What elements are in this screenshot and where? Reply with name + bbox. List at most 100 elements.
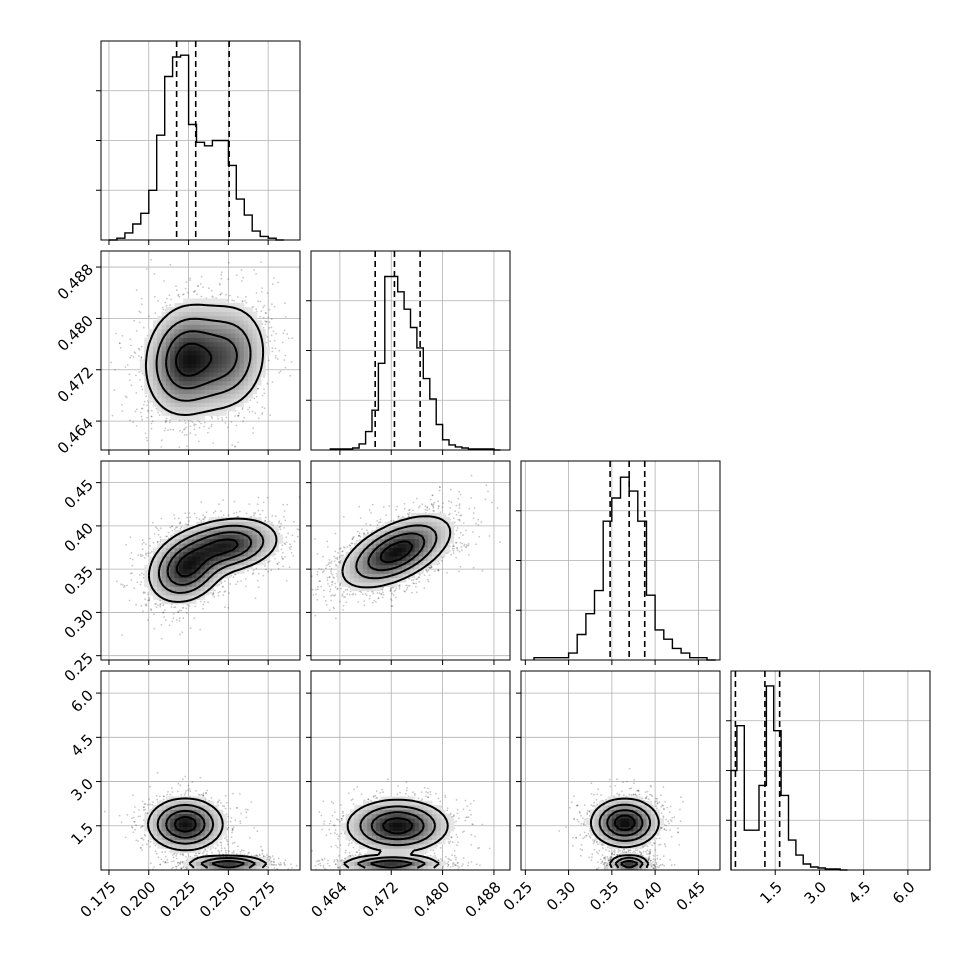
density-cell xyxy=(235,328,240,334)
scatter-point xyxy=(165,419,167,422)
scatter-point xyxy=(129,379,131,382)
density-cell xyxy=(187,363,193,369)
density-cell xyxy=(204,324,210,330)
scatter-point xyxy=(184,422,187,424)
scatter-point xyxy=(213,229,215,231)
scatter-point xyxy=(181,431,184,433)
scatter-point xyxy=(210,592,212,594)
scatter-point xyxy=(160,439,163,442)
scatter-point xyxy=(185,426,188,429)
scatter-point xyxy=(193,291,195,293)
density-cell xyxy=(217,324,223,330)
density-cell xyxy=(174,402,180,408)
density-cell xyxy=(170,385,175,390)
scatter-point xyxy=(282,515,285,518)
scatter-point xyxy=(271,381,274,383)
scatter-point xyxy=(285,580,288,582)
density-cell xyxy=(243,367,249,373)
density-cell xyxy=(230,380,236,386)
scatter-point xyxy=(140,345,143,348)
scatter-point xyxy=(249,399,252,401)
density-cell xyxy=(222,363,227,369)
scatter-point xyxy=(183,428,185,431)
density-cell xyxy=(178,341,184,347)
scatter-point xyxy=(202,603,205,606)
scatter-point xyxy=(291,534,294,537)
scatter-point xyxy=(261,394,264,397)
scatter-point xyxy=(200,422,202,425)
scatter-point xyxy=(179,633,182,636)
density-cell xyxy=(174,333,180,338)
density-cell xyxy=(161,411,167,416)
density-cell xyxy=(235,341,240,347)
scatter-point xyxy=(141,388,144,391)
density-cell xyxy=(157,406,162,412)
density-cell xyxy=(230,367,236,373)
density-cell xyxy=(187,389,193,395)
density-cell xyxy=(170,333,175,338)
scatter-point xyxy=(263,304,266,307)
scatter-point xyxy=(280,548,283,551)
density-cell xyxy=(248,341,253,347)
density-cell xyxy=(248,328,253,334)
density-cell xyxy=(174,389,180,395)
scatter-point xyxy=(245,578,247,580)
scatter-point xyxy=(245,512,248,515)
scatter-point xyxy=(110,361,112,364)
scatter-point xyxy=(238,412,240,414)
scatter-point xyxy=(223,591,226,593)
density-cell xyxy=(235,302,240,308)
scatter-point xyxy=(212,591,215,594)
scatter-point xyxy=(261,323,264,326)
density-cell xyxy=(204,354,210,360)
density-cell xyxy=(213,337,219,343)
density-cell xyxy=(148,376,154,382)
scatter-point xyxy=(262,326,265,329)
density-cell xyxy=(230,359,236,364)
density-cell xyxy=(170,376,175,382)
density-cell xyxy=(213,380,219,386)
density-cell xyxy=(222,324,227,330)
pair-content xyxy=(110,229,294,449)
density-cell xyxy=(226,406,232,412)
density-cell xyxy=(209,406,214,412)
scatter-point xyxy=(282,332,285,334)
scatter-point xyxy=(261,412,264,414)
density-cell xyxy=(183,380,188,386)
scatter-point xyxy=(175,289,178,292)
density-cell xyxy=(217,372,223,377)
density-cell xyxy=(187,415,193,421)
density-cell xyxy=(152,393,158,399)
density-cell xyxy=(178,320,184,325)
density-cell xyxy=(148,389,154,395)
density-cell xyxy=(187,320,193,325)
scatter-point xyxy=(140,415,143,418)
density-cell xyxy=(178,367,184,373)
scatter-point xyxy=(270,326,273,329)
scatter-point xyxy=(159,527,162,530)
density-cell xyxy=(183,337,188,343)
scatter-point xyxy=(145,395,148,398)
density-cell xyxy=(261,328,266,334)
density-cell xyxy=(165,393,171,399)
scatter-point xyxy=(225,416,228,419)
density-cell xyxy=(165,354,171,360)
density-cell xyxy=(217,333,223,338)
scatter-point xyxy=(164,301,167,304)
scatter-point xyxy=(140,385,143,388)
scatter-point xyxy=(243,416,246,419)
scatter-point xyxy=(272,524,274,526)
scatter-point xyxy=(130,578,133,581)
scatter-point xyxy=(211,417,214,420)
density-cell xyxy=(226,354,232,360)
scatter-point xyxy=(157,604,159,607)
density-cell xyxy=(148,346,154,351)
scatter-point xyxy=(184,523,187,525)
density-cell xyxy=(200,393,206,399)
density-cell xyxy=(239,346,245,351)
density-cell xyxy=(191,389,197,395)
scatter-point xyxy=(133,351,136,353)
density-cell xyxy=(226,376,232,382)
scatter-point xyxy=(188,512,191,514)
scatter-point xyxy=(130,552,133,554)
